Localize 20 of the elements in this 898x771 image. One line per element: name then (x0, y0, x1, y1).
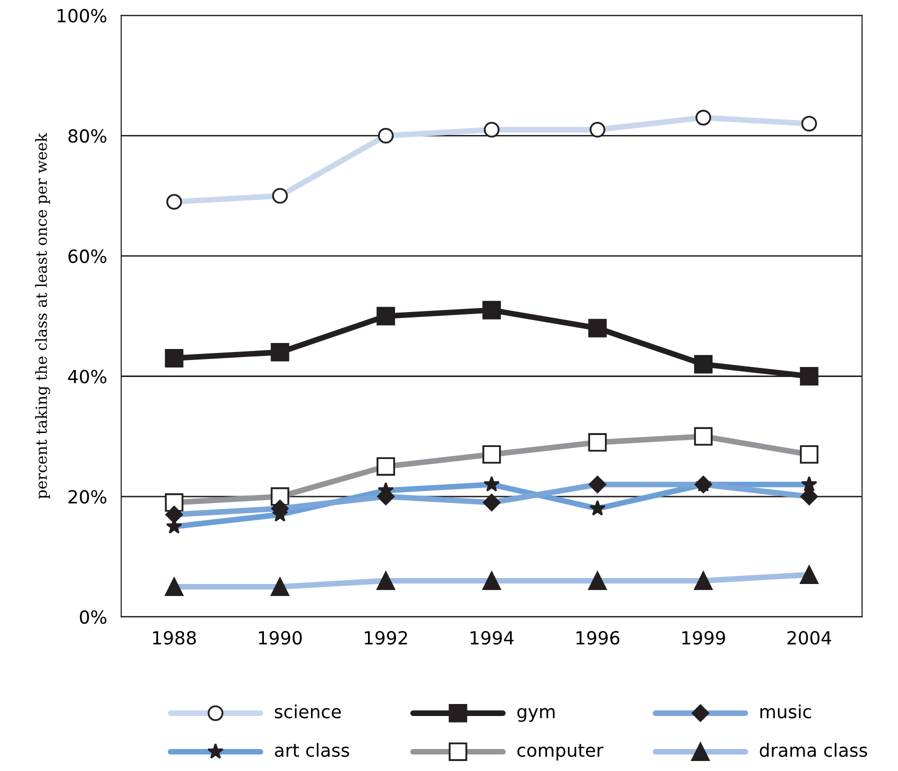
y-tick-label: 100% (58, 8, 106, 23)
legend-label: gym (517, 708, 555, 722)
y-tick-label: 20% (68, 490, 106, 504)
x-tick-label: 1994 (470, 631, 514, 645)
y-tick-label: 0% (80, 610, 106, 624)
x-tick-label: 1996 (576, 631, 620, 645)
legend-label: computer (517, 744, 604, 760)
x-tick-label: 2004 (788, 631, 832, 645)
x-tick-label: 1992 (364, 631, 407, 645)
legend-label: art class (274, 742, 350, 757)
x-tick-label: 1988 (153, 631, 196, 645)
legend-label: drama class (760, 742, 868, 757)
y-tick-label: 60% (68, 249, 106, 264)
x-tick-label: 1999 (682, 631, 726, 645)
y-axis-title: percent taking the class at least once per week (35, 132, 50, 499)
legend-label: science (274, 704, 341, 718)
y-tick-label: 80% (68, 129, 106, 143)
y-tick-label: 40% (68, 370, 106, 384)
legend-label: music (760, 704, 812, 718)
x-tick-label: 1990 (258, 631, 302, 645)
